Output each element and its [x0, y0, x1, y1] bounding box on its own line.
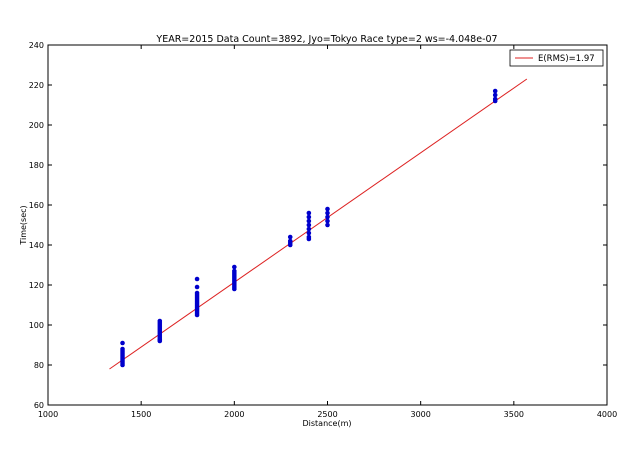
data-point	[492, 96, 498, 102]
data-point	[232, 268, 237, 274]
data-point	[157, 337, 163, 343]
x-tick-label: 1000	[38, 410, 58, 419]
regression-line	[109, 78, 528, 370]
data-point	[306, 210, 312, 216]
y-tick-label: 120	[29, 281, 44, 290]
data-point	[325, 206, 330, 212]
y-tick-label: 220	[29, 81, 44, 90]
data-point	[306, 222, 312, 228]
data-point	[492, 92, 498, 98]
data-point	[157, 318, 163, 324]
data-point	[232, 264, 237, 270]
y-tick-label: 60	[34, 401, 44, 410]
data-point	[306, 226, 312, 232]
data-point	[306, 234, 312, 240]
chart-title: YEAR=2015 Data Count=3892, Jyo=Tokyo Rac…	[155, 34, 497, 45]
data-point	[194, 290, 200, 296]
data-point	[325, 214, 330, 220]
x-tick-label: 1500	[131, 410, 151, 419]
y-tick-label: 80	[34, 361, 44, 370]
y-tick-label: 200	[29, 121, 44, 130]
data-point	[120, 340, 125, 346]
data-point	[306, 218, 312, 224]
data-point	[325, 222, 330, 228]
x-tick-label: 3000	[410, 410, 430, 419]
data-point	[287, 238, 293, 244]
y-tick-label: 100	[29, 321, 44, 330]
y-tick-label: 160	[29, 201, 44, 210]
y-axis-label: Time(sec)	[19, 205, 28, 245]
y-tick-label: 140	[29, 241, 44, 250]
legend-label: E(RMS)=1.97	[538, 54, 595, 64]
y-tick-label: 240	[29, 41, 44, 50]
legend: E(RMS)=1.97	[509, 49, 604, 67]
data-point	[287, 234, 293, 240]
data-point	[120, 346, 125, 352]
x-tick-label: 4000	[597, 410, 617, 419]
data-point	[306, 230, 312, 236]
x-axis-label: Distance(m)	[302, 419, 351, 428]
x-tick-label: 2500	[317, 410, 337, 419]
data-point	[194, 284, 200, 290]
data-point	[194, 276, 200, 282]
legend-box	[509, 49, 604, 67]
x-tick-label: 2000	[224, 410, 244, 419]
data-point	[325, 210, 330, 216]
plot-area: 1000 1500 2000 2500 3000 3500 4000 60 80 100 120 14…	[29, 41, 617, 419]
y-tick-label: 180	[29, 161, 44, 170]
data-point	[306, 214, 312, 220]
data-point	[325, 218, 330, 224]
x-tick-label: 3500	[504, 410, 524, 419]
data-point	[492, 88, 498, 94]
